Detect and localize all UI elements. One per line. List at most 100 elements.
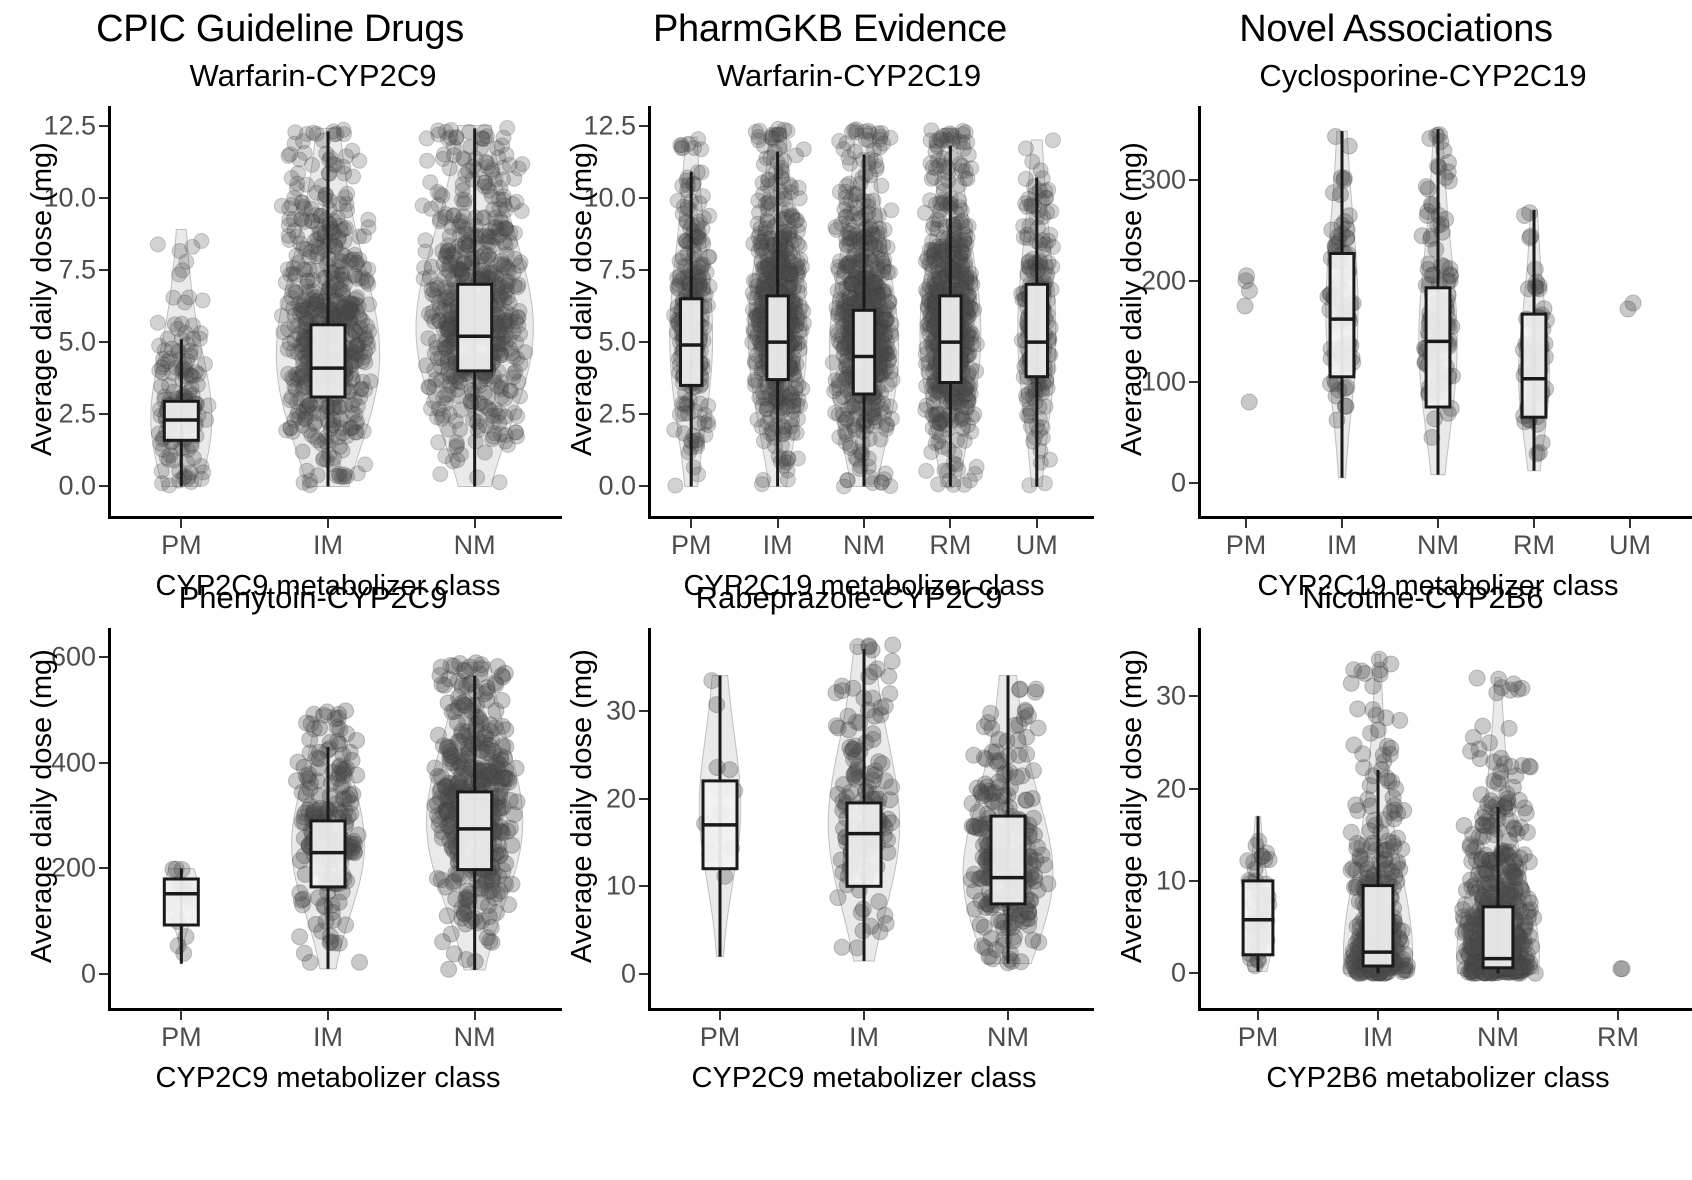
x-tick-label: PM [161, 530, 202, 560]
x-tick-label: NM [843, 530, 885, 560]
x-axis-line [648, 1008, 1094, 1011]
panel-title: Phenytoin-CYP2C9 [178, 580, 448, 615]
violin-box-group [288, 702, 368, 971]
violin-box-group [827, 636, 902, 962]
y-tick-mark [99, 761, 108, 764]
column-header-novel: Novel Associations [1239, 8, 1553, 50]
violin-box-group [1236, 267, 1258, 411]
y-tick-label: 200 [1140, 265, 1186, 296]
y-tick-label: 400 [50, 747, 96, 778]
y-tick-label: 200 [50, 852, 96, 883]
y-tick-mark [1189, 279, 1198, 282]
y-tick-mark [639, 709, 648, 712]
x-tick-mark [1497, 1011, 1499, 1020]
y-axis-line [108, 106, 111, 516]
y-tick-label: 2.5 [598, 398, 636, 429]
violin-box-group [1413, 126, 1461, 476]
y-tick-label: 30 [1155, 680, 1186, 711]
y-tick-mark [639, 885, 648, 888]
y-tick-mark [1189, 481, 1198, 484]
panel-title: Warfarin-CYP2C19 [716, 58, 982, 93]
y-tick-label: 0 [1170, 467, 1186, 498]
violin-box-group [1319, 128, 1362, 479]
violin-box-group [962, 675, 1057, 972]
x-axis-title: CYP2B6 metabolizer class [1266, 1062, 1610, 1094]
y-tick-label: 10 [1155, 865, 1186, 896]
plot-glyph-layer [1239, 650, 1631, 982]
x-tick-mark [1341, 519, 1343, 528]
y-tick-mark [99, 867, 108, 870]
x-tick-mark [327, 1011, 329, 1020]
x-tick-mark [949, 519, 952, 528]
x-tick-label: PM [670, 530, 712, 560]
x-tick-label: PM [699, 1022, 741, 1052]
x-tick-label: UM [1015, 530, 1058, 560]
y-axis-line [1198, 628, 1201, 1008]
y-tick-label: 0 [80, 958, 96, 989]
y-tick-label: 30 [605, 695, 636, 726]
y-tick-mark [1189, 380, 1198, 383]
x-tick-mark [863, 1011, 865, 1020]
y-tick-mark [1189, 695, 1198, 698]
violin-box-group [162, 860, 200, 965]
x-axis-line [1198, 516, 1692, 519]
y-tick-mark [99, 413, 108, 416]
violin-box-group [1515, 204, 1555, 472]
y-axis-line [108, 628, 111, 1008]
y-tick-label: 7.5 [58, 254, 96, 285]
plot-glyph-layer [1236, 126, 1642, 479]
x-tick-mark [327, 519, 329, 528]
x-tick-label: NM [1417, 530, 1459, 560]
y-tick-mark [639, 268, 648, 271]
y-tick-label: 10 [605, 870, 636, 901]
x-tick-mark [690, 519, 693, 528]
y-tick-label: 12.5 [43, 110, 96, 141]
y-tick-label: 5.0 [598, 326, 636, 357]
y-tick-mark [1189, 178, 1198, 181]
column-header-cpic: CPIC Guideline Drugs [96, 8, 464, 50]
x-tick-label: NM [453, 1022, 496, 1052]
x-tick-mark [1245, 519, 1247, 528]
y-tick-label: 12.5 [583, 110, 636, 141]
y-axis-line [648, 106, 651, 516]
x-tick-mark [1629, 519, 1631, 528]
x-tick-mark [180, 519, 183, 528]
panel-title: Nicotine-CYP2B6 [1302, 580, 1544, 615]
x-tick-label: IM [313, 530, 343, 560]
x-tick-mark [863, 519, 865, 528]
x-tick-mark [1257, 1011, 1259, 1020]
y-tick-label: 20 [1155, 773, 1186, 803]
y-tick-label: 0.0 [58, 470, 96, 501]
x-tick-mark [180, 1011, 183, 1020]
y-tick-mark [99, 124, 108, 127]
y-axis-line [1198, 106, 1201, 516]
y-tick-mark [639, 973, 648, 976]
plot-glyph-layer [162, 654, 526, 978]
x-tick-label: RM [929, 530, 972, 560]
x-tick-label: RM [1597, 1022, 1639, 1052]
x-tick-label: NM [453, 530, 496, 560]
y-axis-line [648, 628, 651, 1008]
x-tick-label: IM [1327, 530, 1357, 560]
y-tick-label: 0 [620, 958, 636, 989]
y-tick-mark [99, 485, 108, 488]
y-tick-mark [99, 656, 108, 659]
x-tick-mark [473, 519, 476, 528]
y-tick-label: 600 [50, 641, 96, 672]
y-tick-mark [1189, 787, 1198, 790]
violin-box-group [744, 120, 812, 493]
x-axis-title: CYP2C9 metabolizer class [155, 570, 501, 602]
y-tick-mark [639, 124, 648, 127]
y-tick-label: 2.5 [58, 398, 96, 429]
x-tick-label: PM [1237, 1022, 1279, 1052]
violin-box-group [696, 672, 744, 958]
violin-box-group [1612, 960, 1631, 978]
x-tick-label: RM [1513, 530, 1555, 560]
panel-phenytoin-cyp2c9: Phenytoin-CYP2C9 0 200 400 600 PM IM NM Average … [0, 580, 562, 1100]
x-tick-mark [719, 1011, 721, 1020]
x-tick-mark [1533, 519, 1535, 528]
x-axis-title: CYP2C9 metabolizer class [155, 1062, 501, 1094]
panel-cyclosporine-cyp2c19: Cyclosporine-CYP2C19 0 100 200 300 PM IM NM RM UM… [1078, 58, 1692, 602]
panel-title: Rabeprazole-CYP2C9 [695, 580, 1003, 615]
